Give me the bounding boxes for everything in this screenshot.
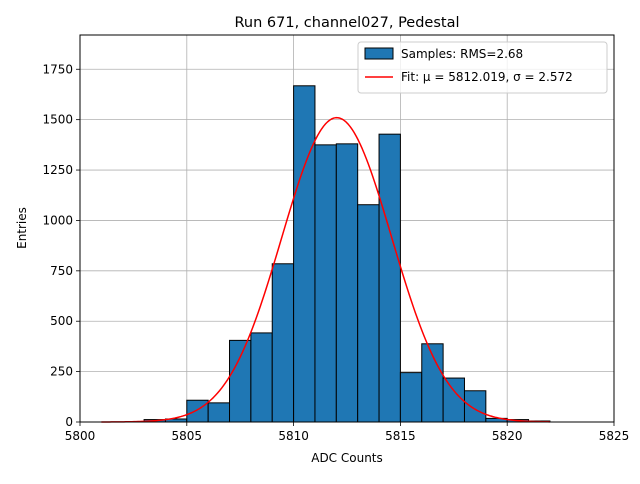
y-tick-label: 500 xyxy=(50,314,73,328)
x-axis-ticks: 5800 5805 5810 5815 5820 5825 xyxy=(65,422,630,443)
histogram-bar xyxy=(229,339,252,423)
histogram-bar xyxy=(378,133,401,423)
y-tick-label: 1500 xyxy=(42,113,73,127)
plot-area-frame xyxy=(79,34,615,423)
x-axis-label: ADC Counts xyxy=(311,451,383,465)
histogram-bar xyxy=(250,332,273,423)
legend-samples-swatch xyxy=(364,47,394,60)
legend: Samples: RMS=2.68 Fit: μ = 5812.019, σ =… xyxy=(357,41,608,94)
fit-curve xyxy=(101,116,550,423)
y-tick-label: 1000 xyxy=(42,213,73,227)
x-tick-label: 5800 xyxy=(65,429,96,443)
y-tick-label: 0 xyxy=(65,415,73,429)
histogram-bars xyxy=(143,85,551,423)
histogram-bar xyxy=(271,263,295,423)
x-tick-label: 5810 xyxy=(278,429,309,443)
histogram-bar xyxy=(399,372,423,423)
chart-title: Run 671, channel027, Pedestal xyxy=(234,15,459,31)
y-tick-label: 750 xyxy=(50,264,73,278)
y-tick-label: 1750 xyxy=(42,62,73,76)
x-tick-label: 5805 xyxy=(172,429,203,443)
histogram-bar xyxy=(463,390,487,423)
y-axis-label: Entries xyxy=(15,207,29,249)
histogram-bar xyxy=(207,402,231,423)
histogram-bar xyxy=(335,143,359,423)
y-axis-ticks: 0 250 500 750 1000 1250 1500 1750 xyxy=(42,62,80,429)
y-tick-label: 1250 xyxy=(42,163,73,177)
x-tick-label: 5825 xyxy=(599,429,630,443)
histogram-bar xyxy=(293,85,316,423)
fit-curve-layer xyxy=(101,116,550,423)
histogram-bar xyxy=(442,377,465,423)
legend-fit-label: Fit: μ = 5812.019, σ = 2.572 xyxy=(401,70,573,84)
histogram-bar xyxy=(357,204,380,423)
histogram-bar xyxy=(186,399,209,423)
legend-samples-label: Samples: RMS=2.68 xyxy=(401,47,523,61)
histogram-bar xyxy=(314,144,337,423)
x-tick-label: 5820 xyxy=(492,429,523,443)
y-tick-label: 250 xyxy=(50,365,73,379)
legend-box xyxy=(357,41,608,94)
x-tick-label: 5815 xyxy=(385,429,416,443)
